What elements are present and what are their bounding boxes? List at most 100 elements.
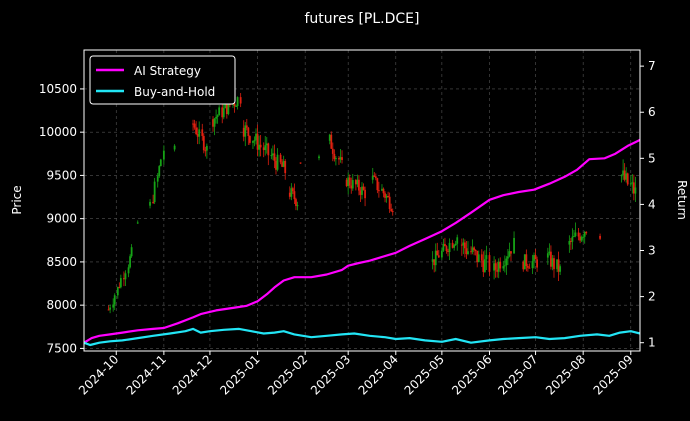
candle-body (494, 263, 497, 270)
candle-body (546, 253, 549, 258)
candle-body (248, 136, 251, 143)
price-candles (107, 93, 637, 314)
candle-body (493, 263, 495, 271)
candle-body (350, 185, 353, 189)
candle-body (351, 180, 354, 189)
plot-frame (83, 49, 641, 352)
candle-body (358, 179, 360, 191)
left-tick-label: 8000 (46, 298, 77, 312)
candle-body (522, 261, 525, 270)
candle-body (259, 144, 262, 148)
candle-body (431, 259, 434, 262)
left-tick-label: 9500 (46, 168, 77, 182)
left-tick-label: 9000 (46, 212, 77, 226)
candle-body (258, 144, 260, 150)
candle-body (239, 97, 242, 104)
candle-body (227, 101, 230, 115)
candle-body (467, 251, 469, 255)
candle-body (293, 191, 296, 200)
candle-body (113, 295, 116, 305)
candle-body (205, 145, 208, 151)
candle-body (485, 255, 488, 260)
candle-body (272, 153, 274, 156)
candle-body (371, 175, 374, 180)
candle-body (623, 170, 626, 180)
candle-body (625, 173, 628, 180)
candle-body (222, 108, 225, 118)
candle-body (474, 249, 477, 251)
right-tick-label: 1 (648, 336, 656, 350)
candle-body (333, 153, 336, 160)
candle-body (482, 260, 485, 272)
candle-body (571, 236, 574, 242)
candle-body (507, 256, 509, 259)
candle-body (599, 235, 601, 239)
candle-body (496, 269, 499, 272)
left-tick-label: 10500 (39, 82, 77, 96)
candle-body (213, 118, 216, 127)
candle-body (387, 195, 390, 197)
candle-body (130, 247, 133, 257)
left-tick-label: 8500 (46, 255, 77, 269)
candle-body (531, 260, 534, 269)
candle-body (391, 211, 394, 213)
left-axis-ticks: 7500 8000 8500 9000 9500 10000 10500 (39, 82, 84, 355)
candle-body (244, 125, 247, 137)
candle-body (116, 287, 119, 296)
candle-body (218, 107, 221, 116)
candle-body (362, 186, 365, 190)
candle-body (436, 250, 439, 256)
candle-body (444, 243, 446, 247)
candle-body (242, 127, 245, 137)
candle-body (255, 133, 257, 141)
candle-body (629, 183, 632, 185)
candle-body (347, 177, 350, 187)
candle-body (129, 256, 131, 268)
left-axis-title: Price (10, 185, 24, 214)
candle-body (299, 162, 302, 164)
candle-body (201, 129, 204, 136)
candle-body (534, 255, 537, 260)
candle-body (528, 267, 531, 269)
candle-body (585, 231, 588, 234)
candle-body (173, 145, 176, 150)
candle-body (556, 259, 558, 270)
candle-body (476, 250, 479, 263)
candle-body (290, 188, 293, 197)
right-tick-label: 5 (648, 151, 656, 165)
candle-body (583, 231, 586, 237)
candle-body (202, 135, 205, 151)
right-axis-ticks: 1 2 3 4 5 6 7 (640, 59, 656, 350)
candle-body (388, 196, 391, 209)
right-axis-title: Return (675, 180, 689, 220)
candle-body (508, 251, 511, 257)
left-tick-label: 10000 (39, 125, 77, 139)
return-lines (83, 138, 641, 347)
candle-body (374, 176, 377, 179)
candle-body (480, 254, 483, 261)
candle-body (440, 250, 443, 258)
candle-body (273, 153, 276, 161)
candle-body (569, 240, 572, 242)
candle-body (284, 160, 287, 174)
candle-body (465, 248, 468, 255)
candle-body (533, 255, 535, 261)
candle-body (288, 192, 291, 197)
legend-ai-strategy-label: AI Strategy (134, 64, 201, 78)
candle-body (109, 307, 112, 310)
candle-body (483, 259, 486, 272)
candle-body (434, 250, 437, 266)
candle-body (473, 247, 476, 250)
candle-body (580, 237, 583, 241)
candle-body (233, 103, 236, 107)
candle-body (437, 255, 440, 258)
candle-body (295, 199, 297, 206)
candle-body (348, 177, 351, 186)
right-tick-label: 4 (648, 197, 656, 211)
candle-body (553, 258, 555, 270)
candle-body (215, 116, 217, 119)
candle-body (462, 242, 465, 246)
candle-body (382, 188, 385, 194)
candle-body (525, 254, 528, 267)
candle-body (212, 119, 214, 127)
